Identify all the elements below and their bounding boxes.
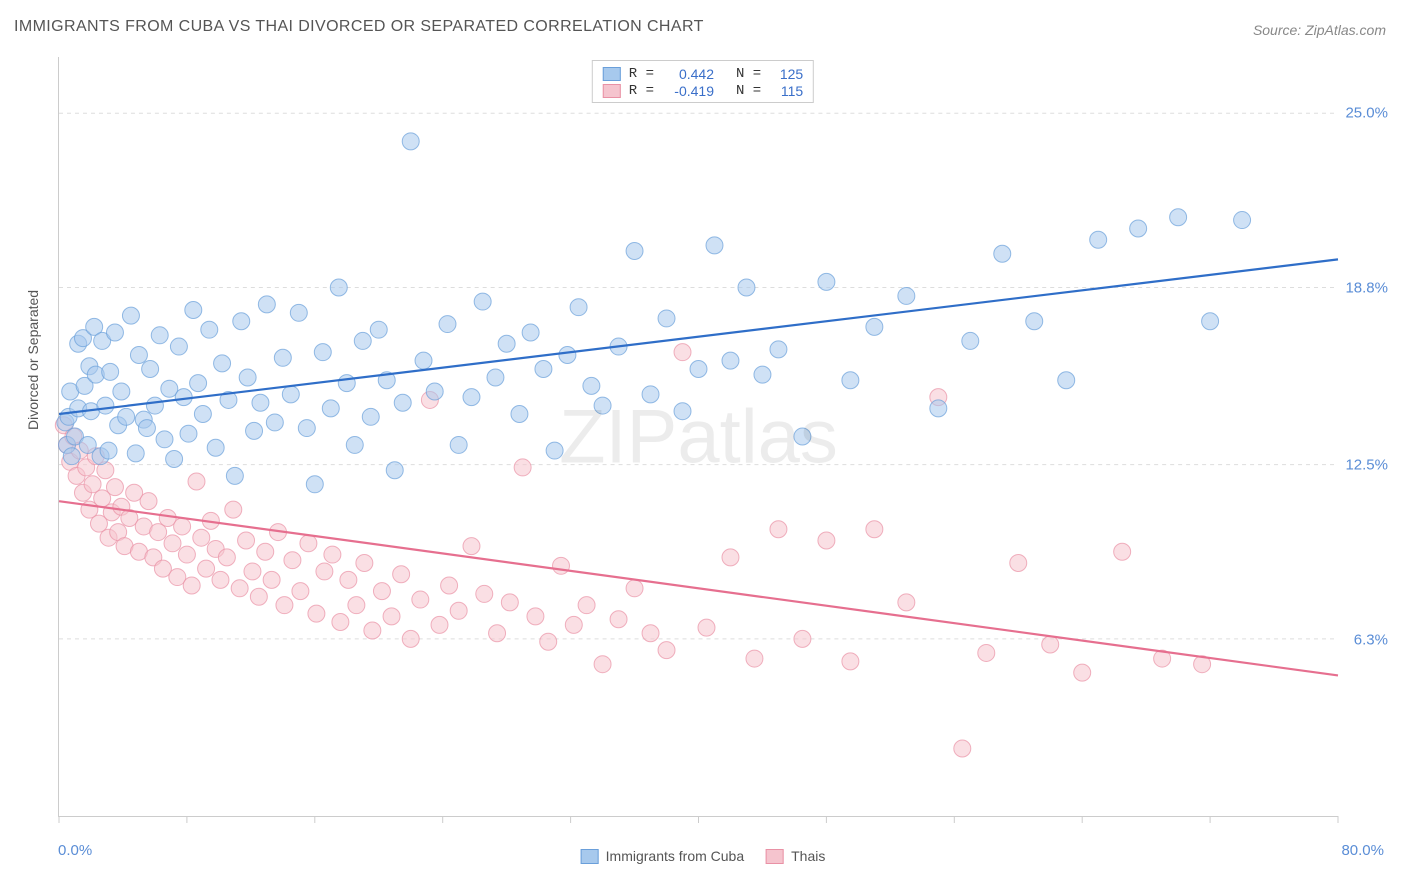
chart-title: IMMIGRANTS FROM CUBA VS THAI DIVORCED OR… (14, 18, 704, 36)
x-min-label: 0.0% (58, 842, 92, 859)
swatch-thais (603, 84, 621, 98)
source-attribution: Source: ZipAtlas.com (1253, 22, 1386, 38)
stats-legend: R = 0.442 N = 125 R = -0.419 N = 115 (592, 60, 814, 103)
correlation-chart: IMMIGRANTS FROM CUBA VS THAI DIVORCED OR… (0, 0, 1406, 892)
legend-item-cuba: Immigrants from Cuba (581, 848, 744, 864)
n-label: N = (736, 66, 761, 82)
swatch-cuba (603, 67, 621, 81)
legend-item-thais: Thais (766, 848, 825, 864)
series-legend: Immigrants from Cuba Thais (581, 848, 826, 864)
y-tick-label: 18.8% (1345, 279, 1388, 296)
r-value-cuba: 0.442 (662, 66, 714, 82)
scatter-svg (59, 57, 1338, 816)
r-label: R = (629, 83, 654, 99)
legend-swatch-thais (766, 849, 784, 864)
stats-row-cuba: R = 0.442 N = 125 (603, 66, 803, 82)
y-tick-label: 25.0% (1345, 105, 1388, 122)
legend-swatch-cuba (581, 849, 599, 864)
n-value-cuba: 125 (769, 66, 803, 82)
legend-label-thais: Thais (791, 848, 825, 864)
n-value-thais: 115 (769, 83, 803, 99)
n-label: N = (736, 83, 761, 99)
plot-area: ZIPatlas (58, 57, 1338, 817)
legend-label-cuba: Immigrants from Cuba (606, 848, 744, 864)
y-tick-label: 12.5% (1345, 457, 1388, 474)
x-max-label: 80.0% (1341, 842, 1384, 859)
y-axis-label: Divorced or Separated (25, 290, 41, 430)
y-tick-label: 6.3% (1354, 631, 1388, 648)
stats-row-thais: R = -0.419 N = 115 (603, 83, 803, 99)
r-label: R = (629, 66, 654, 82)
r-value-thais: -0.419 (662, 83, 714, 99)
